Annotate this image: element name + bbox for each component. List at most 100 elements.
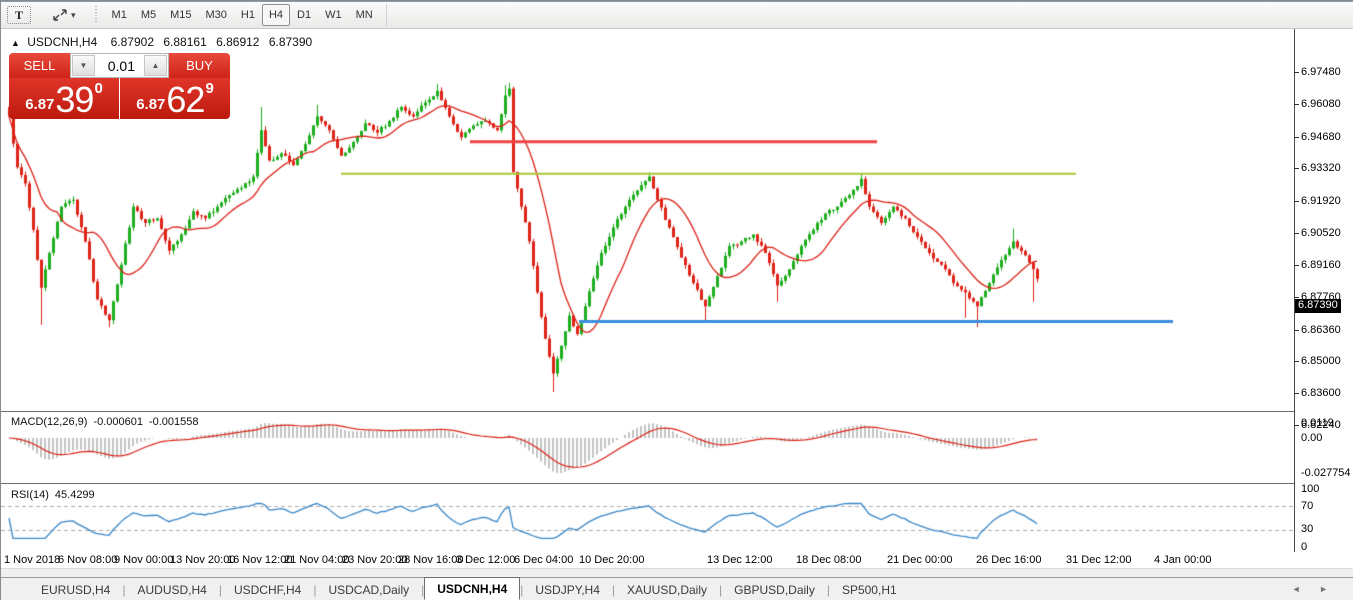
tab-separator: |: [826, 582, 830, 597]
price-axis-label: 6.91920: [1301, 195, 1341, 207]
macd-axis-label: 0.00: [1301, 432, 1323, 444]
volume-increase-button[interactable]: ▲: [144, 55, 167, 76]
time-axis-label: 21 Dec 00:00: [887, 554, 953, 566]
rsi-axis-label: 30: [1301, 523, 1314, 535]
symbol-tab-xauusd[interactable]: XAUUSD,Daily: [627, 582, 708, 597]
axis-tick-mark: [1294, 72, 1299, 73]
price-axis-label: 6.97480: [1301, 66, 1341, 78]
time-axis-label: 23 Nov 20:00: [342, 554, 408, 566]
axis-tick-mark: [1294, 168, 1299, 169]
price-axis-label: 6.85000: [1301, 355, 1341, 367]
macd-indicator-chart[interactable]: [1, 412, 1294, 482]
axis-tick-mark: [1294, 137, 1299, 138]
symbol-tab-usdcad[interactable]: USDCAD,Daily: [328, 582, 410, 597]
text-label-tool-icon[interactable]: T: [7, 6, 31, 24]
tab-separator: |: [421, 582, 425, 597]
tab-separator: |: [520, 582, 524, 597]
time-axis-label: 9 Nov 00:00: [114, 554, 174, 566]
price-axis-label: 6.82240: [1301, 419, 1341, 431]
horizontal-scroll-strip[interactable]: [1, 568, 1353, 577]
symbol-tab-gbpusd[interactable]: GBPUSD,Daily: [734, 582, 815, 597]
panel-divider[interactable]: [1, 483, 1294, 484]
panel-divider[interactable]: [1, 411, 1294, 412]
timeframe-button-m15[interactable]: M15: [170, 9, 192, 21]
chart-area: ▲ USDCNH,H4 6.87902 6.88161 6.86912 6.87…: [1, 29, 1353, 553]
buy-price-quote[interactable]: 6.87 62 9: [120, 78, 230, 119]
time-axis[interactable]: 1 Nov 2018 6 Nov 08:00 9 Nov 00:00 13 Nov 2…: [1, 552, 1353, 568]
timeframe-button-group: M1 M5 M15 M30 H1 H4 D1 W1 MN: [105, 4, 380, 26]
tab-scroll-left-icon[interactable]: ◄: [1291, 584, 1309, 594]
low-value: 6.86912: [216, 35, 260, 49]
volume-field[interactable]: 0.01: [96, 54, 143, 77]
diagonal-arrows-icon: [53, 9, 67, 21]
symbol-tab-audusd[interactable]: AUDUSD,H4: [137, 582, 207, 597]
time-axis-label: 6 Nov 08:00: [58, 554, 118, 566]
macd-axis-label: -0.027754: [1301, 467, 1351, 479]
macd-axis-label: 0.0119: [1301, 417, 1334, 429]
volume-decrease-button[interactable]: ▼: [72, 55, 95, 76]
symbol-tab-eurusd[interactable]: EURUSD,H4: [41, 582, 111, 597]
time-axis-label: 6 Dec 04:00: [514, 554, 574, 566]
timeframe-button-h1[interactable]: H1: [240, 9, 255, 21]
panel-collapse-icon[interactable]: ▲: [11, 38, 20, 48]
symbol-tab-usdcnh[interactable]: USDCNH,H4: [424, 577, 521, 600]
time-axis-label: 21 Nov 04:00: [284, 554, 350, 566]
time-axis-label: 3 Dec 12:00: [456, 554, 516, 566]
sell-price-quote[interactable]: 6.87 39 0: [9, 78, 119, 119]
open-value: 6.87902: [110, 35, 155, 49]
rsi-axis-label: 100: [1301, 483, 1320, 495]
tab-separator: |: [122, 582, 126, 597]
time-axis-label: 13 Dec 12:00: [707, 554, 773, 566]
axis-tick-mark: [1294, 393, 1299, 394]
timeframe-button-mn[interactable]: MN: [355, 9, 373, 21]
toolbar-drag-handle[interactable]: [94, 6, 97, 24]
price-axis-label: 6.93320: [1301, 162, 1341, 174]
close-value: 6.87390: [268, 35, 313, 49]
symbol-period-label: USDCNH,H4: [27, 35, 98, 49]
timeframe-button-w1[interactable]: W1: [325, 9, 342, 21]
price-axis-label: 6.89160: [1301, 259, 1341, 271]
rsi-indicator-chart[interactable]: [1, 485, 1294, 552]
macd-label: MACD(12,26,9) -0.000601 -0.001558: [11, 416, 199, 428]
axis-tick-mark: [1294, 233, 1299, 234]
high-value: 6.88161: [163, 35, 207, 49]
buy-price-prefix: 6.87: [136, 96, 166, 113]
symbol-tab-sp500[interactable]: SP500,H1: [841, 582, 897, 597]
price-axis-border: [1294, 29, 1295, 552]
symbol-tab-usdchf[interactable]: USDCHF,H4: [233, 582, 302, 597]
buy-button[interactable]: BUY: [169, 53, 230, 78]
time-axis-label: 10 Dec 20:00: [579, 554, 645, 566]
timeframe-button-d1[interactable]: D1: [297, 9, 312, 21]
timeframe-button-m30[interactable]: M30: [205, 9, 227, 21]
tab-separator: |: [719, 582, 723, 597]
price-axis-label: 6.83600: [1301, 387, 1341, 399]
axis-tick-mark: [1294, 361, 1299, 362]
sell-price-point: 0: [94, 80, 103, 97]
tab-separator: |: [611, 582, 615, 597]
sell-button[interactable]: SELL: [9, 53, 70, 78]
symbol-tab-usdjpy[interactable]: USDJPY,H4: [535, 582, 600, 597]
price-axis-label: 6.96080: [1301, 98, 1341, 110]
chart-tab-bar: EURUSD,H4 | AUDUSD,H4 | USDCHF,H4 | USDCAD,Dai…: [1, 577, 1353, 600]
tab-scroll-arrows[interactable]: ◄ ►: [1292, 584, 1336, 594]
timeframe-button-m1[interactable]: M1: [111, 9, 127, 21]
volume-stepper: ▼ 0.01 ▲: [70, 53, 169, 78]
price-axis-label: 6.86360: [1301, 324, 1341, 336]
axis-tick-mark: [1294, 330, 1299, 331]
timeframe-button-m5[interactable]: M5: [140, 9, 157, 21]
rsi-label: RSI(14) 45.4299: [11, 489, 95, 501]
tab-scroll-right-icon[interactable]: ►: [1319, 584, 1336, 594]
timeframe-button-h4[interactable]: H4: [261, 4, 291, 26]
time-axis-label: 16 Nov 12:00: [227, 554, 293, 566]
buy-price-point: 9: [205, 80, 214, 97]
current-price-tag: 6.87390: [1295, 299, 1341, 313]
time-axis-label: 28 Nov 16:00: [398, 554, 464, 566]
tab-separator: |: [218, 582, 222, 597]
arrows-tool-button[interactable]: ▾: [45, 4, 83, 26]
one-click-trading-panel: SELL ▼ 0.01 ▲ BUY 6.87 39 0 6.87 62 9: [9, 53, 230, 119]
axis-tick-mark: [1294, 201, 1299, 202]
tab-separator: |: [313, 582, 317, 597]
buy-price-pips: 62: [166, 79, 205, 120]
chart-title: ▲ USDCNH,H4 6.87902 6.88161 6.86912 6.87…: [11, 35, 318, 49]
axis-tick-mark: [1294, 425, 1299, 426]
